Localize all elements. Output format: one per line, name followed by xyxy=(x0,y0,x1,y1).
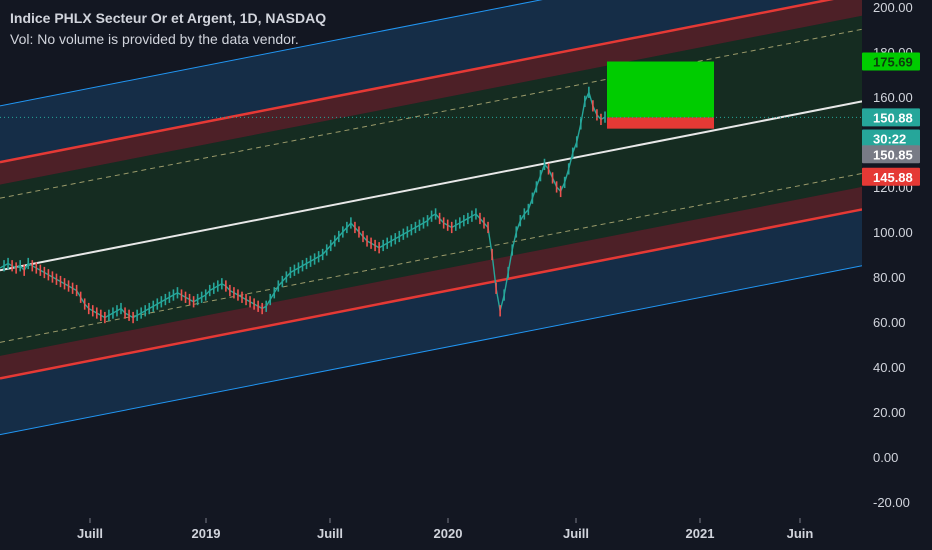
upper-red-line xyxy=(0,0,835,164)
y-tick-label: 100.00 xyxy=(873,225,913,240)
x-tick-label: 2021 xyxy=(686,526,715,541)
y-tick-label: 20.00 xyxy=(873,405,906,420)
position-boxes xyxy=(0,61,862,129)
regression-midline xyxy=(0,100,863,272)
upper-blue-line xyxy=(0,0,543,107)
lower-blue-line xyxy=(0,265,863,436)
x-tick-label: Juill xyxy=(77,526,103,541)
price-marker-label: 150.88 xyxy=(873,110,913,125)
y-tick-label: 60.00 xyxy=(873,315,906,330)
x-tick-label: Juin xyxy=(787,526,814,541)
time-axis: Juill 2019 Juill 2020 Juill 2021 Juin xyxy=(0,518,932,550)
y-tick-label: 160.00 xyxy=(873,90,913,105)
chart-header: Indice PHLX Secteur Or et Argent, 1D, NA… xyxy=(10,8,326,50)
x-tick-label: 2019 xyxy=(192,526,221,541)
price-axis: 200.00180.00160.00140.00120.00100.0080.0… xyxy=(862,0,932,550)
price-marker-box xyxy=(862,167,920,186)
lower-red-band xyxy=(0,186,862,379)
lower-red-line xyxy=(0,208,863,380)
y-tick-label: -20.00 xyxy=(873,495,910,510)
chart-title: Indice PHLX Secteur Or et Argent, 1D, NA… xyxy=(10,10,327,26)
y-tick-label: 80.00 xyxy=(873,270,906,285)
price-marker-label: 150.85 xyxy=(873,147,913,162)
price-marker-label: 145.88 xyxy=(873,170,913,185)
upper-dashed-line xyxy=(0,28,863,199)
upper-red-band xyxy=(0,0,862,185)
y-tick-label: 200.00 xyxy=(873,0,913,15)
regression-channel-lines xyxy=(0,0,863,436)
price-marker-box xyxy=(862,108,920,127)
time-axis-background xyxy=(0,518,932,550)
y-tick-label: 0.00 xyxy=(873,450,898,465)
price-marker-label: 30:22 xyxy=(873,132,906,147)
x-tick-label: Juill xyxy=(317,526,343,541)
x-tick-label: 2020 xyxy=(434,526,463,541)
price-marker-label: 175.69 xyxy=(873,55,913,70)
price-marker-box xyxy=(862,129,920,148)
price-axis-background xyxy=(862,0,932,550)
profit-target-box xyxy=(607,61,714,118)
x-tick-label: Juill xyxy=(563,526,589,541)
price-marker-box xyxy=(862,145,920,164)
lower-dashed-line xyxy=(0,172,863,343)
stop-loss-box xyxy=(607,117,714,129)
price-marker-box xyxy=(862,52,920,71)
y-tick-label: 40.00 xyxy=(873,360,906,375)
lower-blue-band xyxy=(0,209,862,435)
price-series xyxy=(0,86,606,324)
volume-note: Vol: No volume is provided by the data v… xyxy=(10,31,299,47)
